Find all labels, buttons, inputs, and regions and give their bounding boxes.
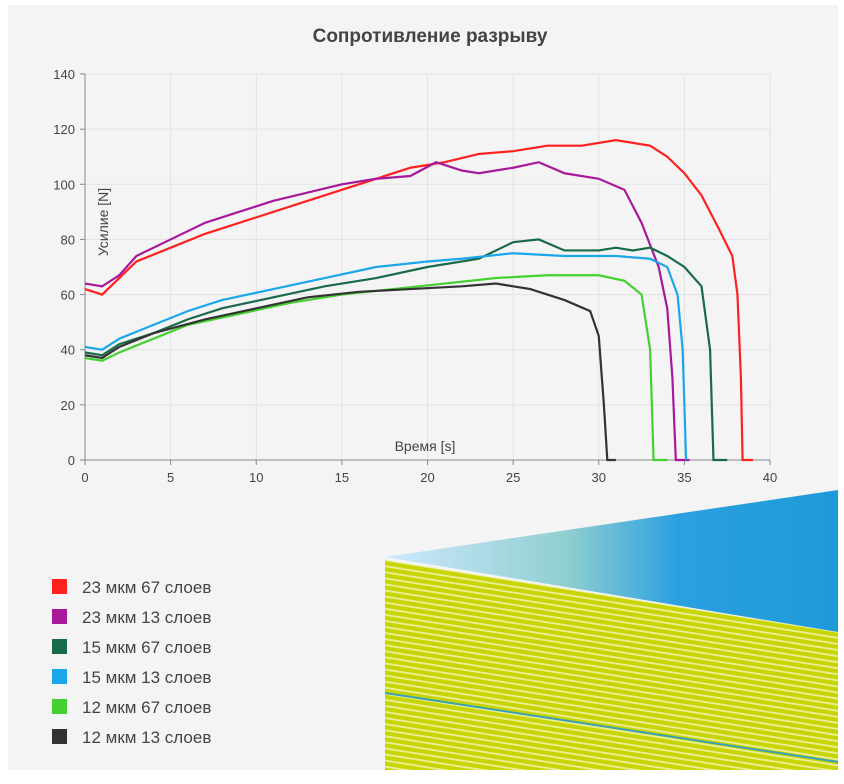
y-tick-label: 80 xyxy=(61,232,75,247)
y-tick-label: 0 xyxy=(68,453,75,468)
legend-swatch xyxy=(52,669,67,684)
legend-swatch xyxy=(52,609,67,624)
x-axis-label: Время [s] xyxy=(395,438,456,454)
x-tick-label: 25 xyxy=(506,470,520,485)
chart-title: Сопротивление разрыву xyxy=(313,26,548,47)
chart: Сопротивление разрыву 0 5 10 15 20 25 30 35 40 0 2… xyxy=(0,0,844,779)
y-tick-label: 140 xyxy=(53,67,75,82)
y-axis-label: Усилие [N] xyxy=(95,188,111,256)
legend-swatch xyxy=(52,639,67,654)
x-tick-label: 40 xyxy=(763,470,777,485)
legend-swatch xyxy=(52,699,67,714)
x-tick-label: 5 xyxy=(167,470,174,485)
x-tick-label: 35 xyxy=(677,470,691,485)
y-tick-label: 40 xyxy=(61,343,75,358)
y-tick-label: 120 xyxy=(53,122,75,137)
x-tick-label: 20 xyxy=(420,470,434,485)
x-tick-label: 10 xyxy=(249,470,263,485)
y-tick-label: 100 xyxy=(53,177,75,192)
legend-label: 15 мкм 13 слоев xyxy=(82,668,211,687)
x-tick-label: 0 xyxy=(81,470,88,485)
legend-swatch xyxy=(52,729,67,744)
x-tick-label: 30 xyxy=(592,470,606,485)
y-tick-label: 20 xyxy=(61,398,75,413)
legend-label: 23 мкм 67 слоев xyxy=(82,578,211,597)
legend-label: 12 мкм 13 слоев xyxy=(82,728,211,747)
legend-swatch xyxy=(52,579,67,594)
legend-label: 23 мкм 13 слоев xyxy=(82,608,211,627)
legend-label: 15 мкм 67 слоев xyxy=(82,638,211,657)
legend-label: 12 мкм 67 слоев xyxy=(82,698,211,717)
y-tick-label: 60 xyxy=(61,288,75,303)
x-tick-label: 15 xyxy=(335,470,349,485)
